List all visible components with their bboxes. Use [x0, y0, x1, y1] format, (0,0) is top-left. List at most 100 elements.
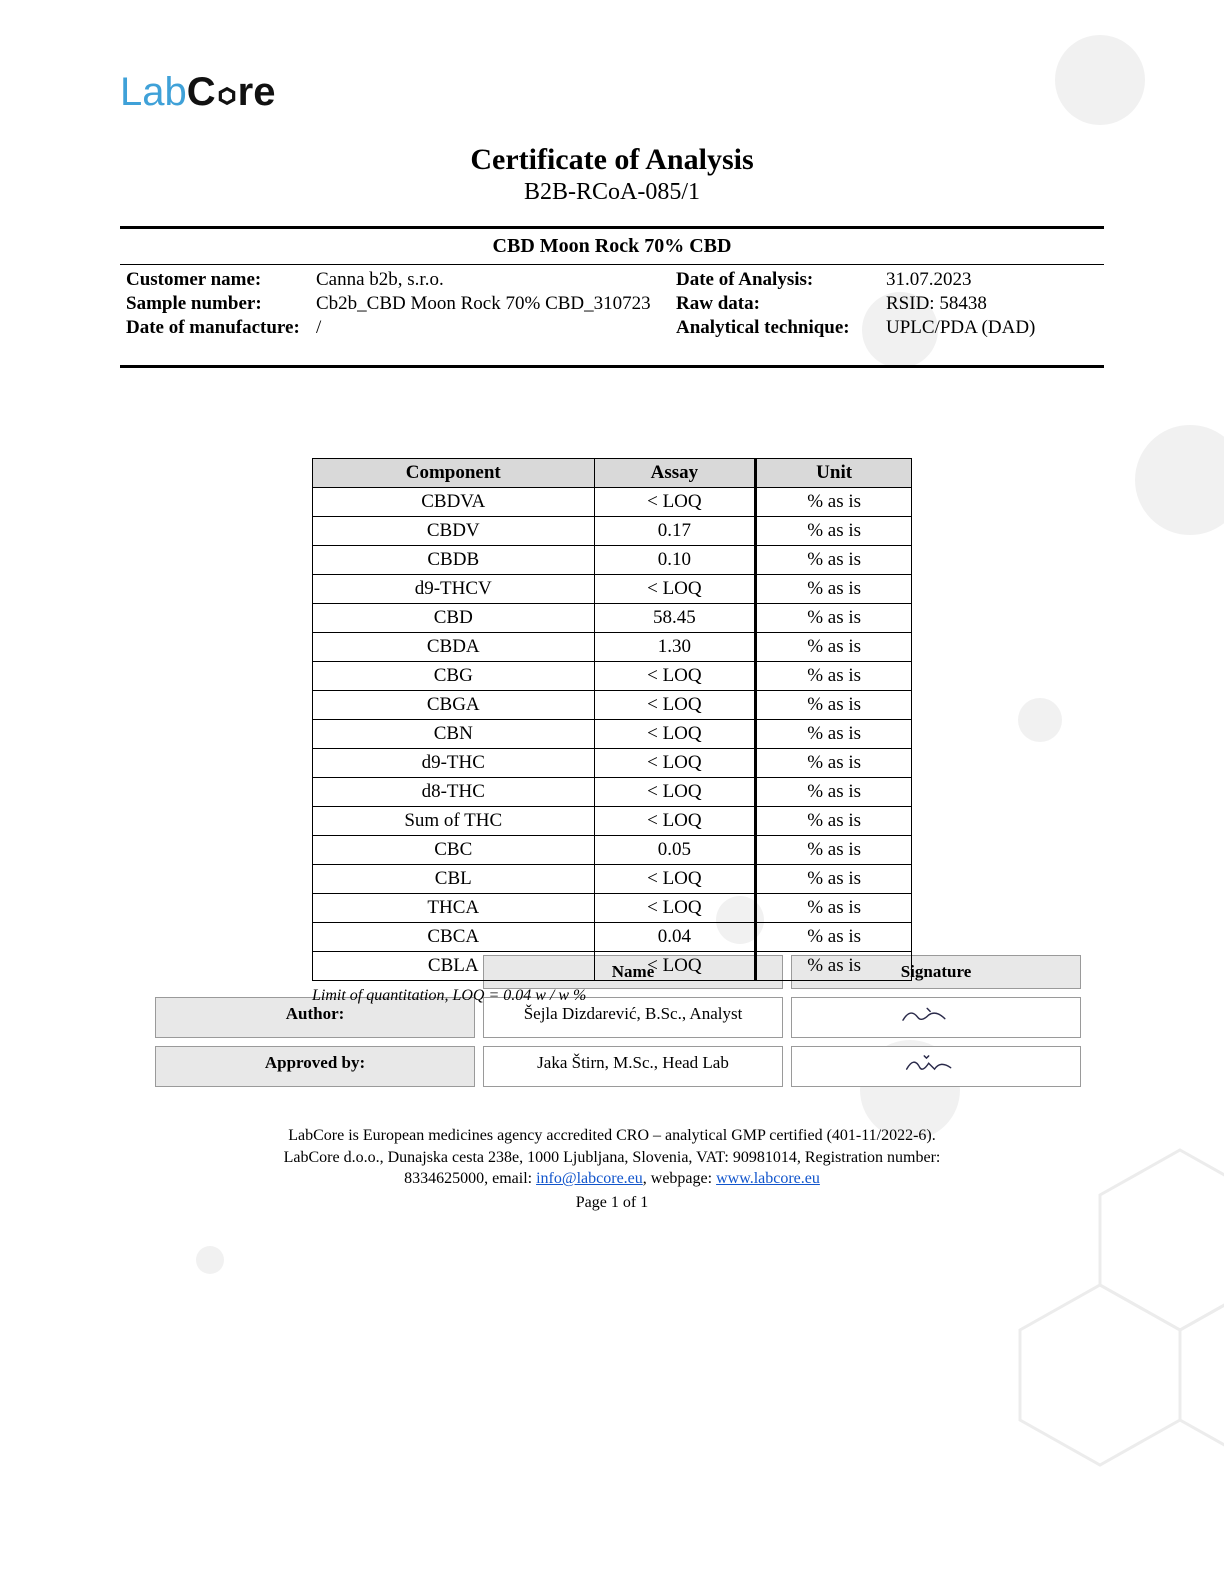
component-cell: d9-THCV [313, 575, 595, 604]
component-cell: CBDA [313, 633, 595, 662]
assay-cell: < LOQ [594, 749, 756, 778]
component-cell: Sum of THC [313, 807, 595, 836]
footer-line2: LabCore d.o.o., Dunajska cesta 238e, 100… [120, 1147, 1104, 1169]
component-table: Component Assay Unit CBDVA< LOQ% as isCB… [312, 458, 912, 981]
unit-cell: % as is [756, 807, 912, 836]
assay-cell: < LOQ [594, 865, 756, 894]
approved-by-signature [791, 1046, 1081, 1087]
unit-cell: % as is [756, 604, 912, 633]
component-cell: CBDB [313, 546, 595, 575]
assay-cell: 58.45 [594, 604, 756, 633]
assay-cell: < LOQ [594, 691, 756, 720]
table-row: d8-THC< LOQ% as is [313, 778, 912, 807]
unit-cell: % as is [756, 662, 912, 691]
component-cell: CBCA [313, 923, 595, 952]
customer-name-label: Customer name: [126, 269, 316, 291]
table-row: Sum of THC< LOQ% as is [313, 807, 912, 836]
unit-cell: % as is [756, 923, 912, 952]
product-name: CBD Moon Rock 70% CBD [120, 229, 1104, 264]
component-cell: THCA [313, 894, 595, 923]
assay-cell: < LOQ [594, 662, 756, 691]
table-row: CBGA< LOQ% as is [313, 691, 912, 720]
footer: LabCore is European medicines agency acc… [120, 1125, 1104, 1213]
sample-number-value: Cb2b_CBD Moon Rock 70% CBD_310723 [316, 293, 676, 315]
sample-number-label: Sample number: [126, 293, 316, 315]
table-row: CBDV0.17% as is [313, 517, 912, 546]
assay-cell: < LOQ [594, 720, 756, 749]
analysis-date-value: 31.07.2023 [886, 269, 1098, 291]
unit-cell: % as is [756, 517, 912, 546]
table-row: CBD58.45% as is [313, 604, 912, 633]
assay-cell: 0.17 [594, 517, 756, 546]
col-component: Component [313, 459, 595, 488]
assay-cell: 0.04 [594, 923, 756, 952]
unit-cell: % as is [756, 749, 912, 778]
logo: LabCre [120, 70, 1104, 115]
assay-cell: 1.30 [594, 633, 756, 662]
assay-cell: < LOQ [594, 894, 756, 923]
table-row: CBDB0.10% as is [313, 546, 912, 575]
unit-cell: % as is [756, 633, 912, 662]
table-row: CBDVA< LOQ% as is [313, 488, 912, 517]
component-cell: CBN [313, 720, 595, 749]
table-row: CBN< LOQ% as is [313, 720, 912, 749]
page-title: Certificate of Analysis [120, 143, 1104, 177]
document-id: B2B-RCoA-085/1 [120, 179, 1104, 206]
raw-data-value: RSID: 58438 [886, 293, 1098, 315]
loq-note: Limit of quantitation, LOQ = 0.04 w / w … [312, 987, 912, 1005]
component-cell: CBLA [313, 952, 595, 981]
component-cell: CBDVA [313, 488, 595, 517]
unit-cell: % as is [756, 865, 912, 894]
manufacture-date-label: Date of manufacture: [126, 317, 316, 339]
component-cell: d8-THC [313, 778, 595, 807]
assay-cell: < LOQ [594, 488, 756, 517]
unit-cell: % as is [756, 546, 912, 575]
component-cell: d9-THC [313, 749, 595, 778]
footer-line1: LabCore is European medicines agency acc… [120, 1125, 1104, 1147]
manufacture-date-value: / [316, 317, 676, 339]
logo-part-o [216, 70, 238, 115]
assay-cell: 0.10 [594, 546, 756, 575]
unit-cell: % as is [756, 488, 912, 517]
assay-cell: < LOQ [594, 807, 756, 836]
unit-cell: % as is [756, 952, 912, 981]
table-row: CBLA< LOQ% as is [313, 952, 912, 981]
unit-cell: % as is [756, 894, 912, 923]
unit-cell: % as is [756, 778, 912, 807]
component-cell: CBL [313, 865, 595, 894]
logo-part-re: re [238, 70, 276, 114]
component-cell: CBG [313, 662, 595, 691]
col-unit: Unit [756, 459, 912, 488]
footer-web-link[interactable]: www.labcore.eu [716, 1170, 820, 1187]
table-row: d9-THC< LOQ% as is [313, 749, 912, 778]
component-cell: CBD [313, 604, 595, 633]
raw-data-label: Raw data: [676, 293, 886, 315]
unit-cell: % as is [756, 691, 912, 720]
assay-cell: < LOQ [594, 575, 756, 604]
unit-cell: % as is [756, 720, 912, 749]
approved-by-name: Jaka Štirn, M.Sc., Head Lab [483, 1046, 783, 1087]
table-row: THCA< LOQ% as is [313, 894, 912, 923]
logo-part-c: C [187, 70, 216, 114]
component-cell: CBGA [313, 691, 595, 720]
technique-value: UPLC/PDA (DAD) [886, 317, 1098, 339]
col-assay: Assay [594, 459, 756, 488]
footer-line3: 8334625000, email: info@labcore.eu, webp… [120, 1168, 1104, 1190]
table-row: CBDA1.30% as is [313, 633, 912, 662]
table-row: CBCA0.04% as is [313, 923, 912, 952]
footer-email-link[interactable]: info@labcore.eu [536, 1170, 643, 1187]
table-row: d9-THCV< LOQ% as is [313, 575, 912, 604]
logo-part-lab: Lab [120, 70, 187, 114]
assay-cell: < LOQ [594, 952, 756, 981]
page-number: Page 1 of 1 [120, 1192, 1104, 1214]
assay-cell: 0.05 [594, 836, 756, 865]
approved-by-label: Approved by: [155, 1046, 475, 1087]
technique-label: Analytical technique: [676, 317, 886, 339]
table-row: CBG< LOQ% as is [313, 662, 912, 691]
analysis-date-label: Date of Analysis: [676, 269, 886, 291]
customer-name-value: Canna b2b, s.r.o. [316, 269, 676, 291]
component-cell: CBC [313, 836, 595, 865]
component-cell: CBDV [313, 517, 595, 546]
assay-cell: < LOQ [594, 778, 756, 807]
table-row: CBL< LOQ% as is [313, 865, 912, 894]
